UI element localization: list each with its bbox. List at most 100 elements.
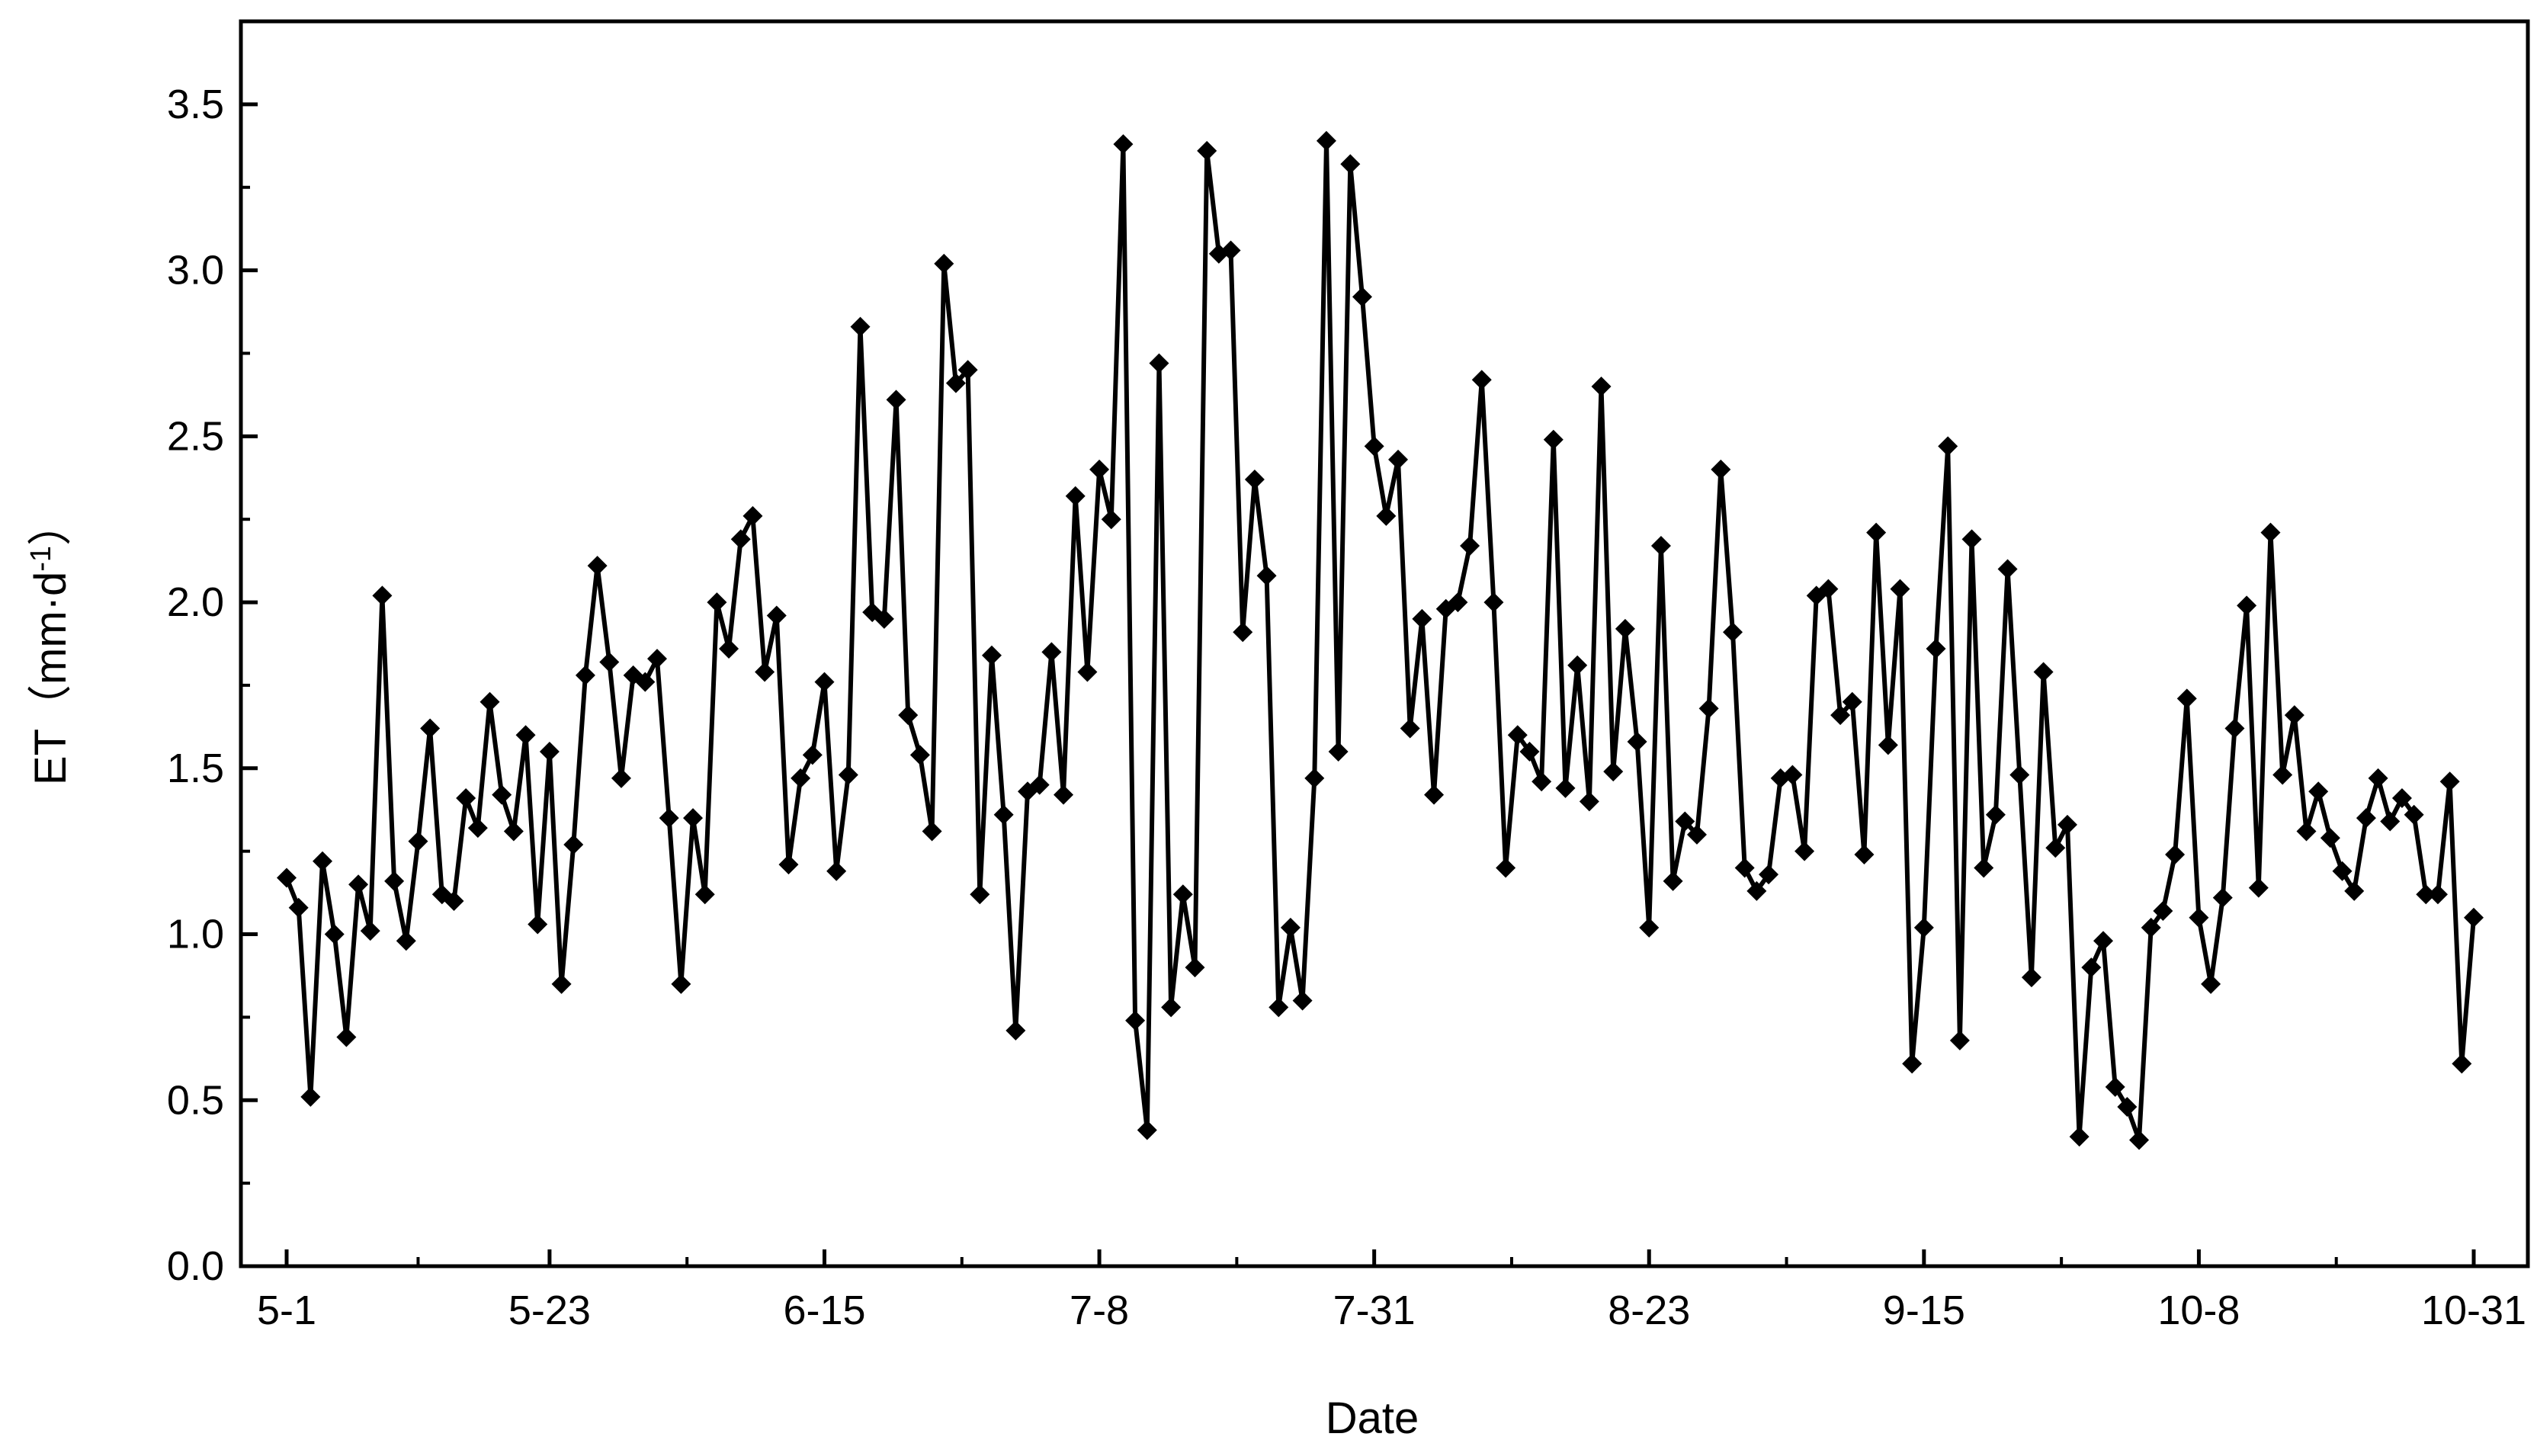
data-point — [611, 768, 631, 788]
data-point — [2416, 884, 2436, 905]
data-point — [300, 1086, 321, 1107]
data-point — [1782, 765, 1803, 785]
data-point — [2391, 787, 2412, 808]
data-point — [2284, 705, 2304, 726]
x-tick-label: 8-23 — [1608, 1288, 1690, 1333]
data-point — [1567, 655, 1588, 675]
data-point — [2380, 811, 2401, 832]
data-point — [1866, 522, 1887, 543]
data-point — [1424, 784, 1445, 805]
data-point — [2296, 821, 2317, 842]
data-point — [599, 652, 620, 672]
data-point — [2153, 901, 2173, 922]
data-point — [1890, 579, 1910, 599]
data-point — [742, 505, 763, 526]
data-point — [2189, 907, 2209, 928]
data-point — [1352, 287, 1372, 307]
data-point — [934, 253, 954, 274]
data-point — [2176, 688, 2197, 709]
data-point — [1101, 509, 1121, 530]
data-point — [766, 605, 787, 626]
data-point — [2212, 887, 2233, 908]
data-point — [778, 855, 799, 875]
data-point — [1328, 742, 1349, 762]
data-point — [2427, 884, 2448, 905]
data-point — [1627, 731, 1647, 752]
data-point — [2464, 907, 2484, 928]
data-point — [575, 665, 595, 685]
data-point — [1818, 579, 1839, 599]
x-axis-title: Date — [1326, 1393, 1419, 1443]
data-point — [683, 808, 704, 829]
data-point — [707, 592, 727, 613]
data-point — [1172, 884, 1193, 905]
data-point — [2141, 917, 2161, 938]
data-point — [659, 808, 679, 829]
y-tick-label: 2.0 — [167, 579, 224, 625]
data-point — [1197, 140, 1217, 161]
data-point — [671, 973, 691, 994]
data-point — [694, 884, 715, 905]
data-point — [2033, 662, 2054, 682]
data-point — [981, 645, 1002, 665]
x-tick-label: 6-15 — [783, 1288, 865, 1333]
data-point — [2320, 828, 2340, 848]
data-point — [2344, 880, 2365, 901]
data-point — [1125, 1010, 1146, 1031]
data-point — [1543, 429, 1564, 450]
data-point — [719, 639, 739, 659]
data-point — [1913, 917, 1934, 938]
data-point — [1842, 691, 1862, 712]
y-tick-label: 2.5 — [167, 413, 224, 459]
x-tick-label: 7-31 — [1333, 1288, 1416, 1333]
data-point — [2057, 814, 2077, 835]
data-point — [336, 1027, 357, 1047]
y-axis-title: ET（mm·d-1） — [25, 502, 75, 785]
data-point — [1711, 459, 1731, 479]
data-point — [1089, 459, 1110, 479]
data-point — [1448, 592, 1468, 613]
y-tick-label: 3.0 — [167, 248, 224, 293]
data-point — [1388, 449, 1409, 470]
data-point — [1054, 784, 1074, 805]
et-series-line — [284, 138, 2476, 1143]
data-point — [2117, 1096, 2138, 1117]
y-axis: 0.0 0.5 1.0 1.5 2.0 2.5 3.0 3.5 — [167, 82, 258, 1289]
data-point — [647, 649, 668, 669]
data-point — [528, 914, 548, 935]
data-point — [886, 390, 906, 410]
data-point — [396, 931, 416, 951]
data-point — [1902, 1054, 1923, 1074]
data-point — [1519, 742, 1540, 762]
data-point — [2452, 1054, 2472, 1074]
data-point — [1483, 592, 1504, 613]
data-point — [1220, 240, 1241, 261]
data-point — [802, 745, 823, 765]
data-point — [277, 868, 297, 888]
data-point — [2105, 1076, 2125, 1097]
data-point — [2260, 522, 2281, 543]
x-tick-label: 10-31 — [2421, 1288, 2526, 1333]
data-point — [587, 556, 608, 576]
data-point — [2224, 718, 2245, 739]
data-point — [444, 890, 464, 911]
data-point — [1412, 608, 1432, 629]
data-point — [1675, 811, 1695, 832]
x-tick-label: 5-1 — [257, 1288, 316, 1333]
data-point — [874, 608, 894, 629]
data-point — [360, 921, 380, 941]
data-point — [1268, 997, 1289, 1018]
data-point — [2021, 967, 2041, 988]
data-point — [838, 765, 858, 785]
data-point — [2129, 1130, 2150, 1150]
data-point — [2237, 595, 2257, 616]
data-point — [1949, 1030, 1970, 1050]
data-point — [922, 821, 942, 842]
x-axis: 5-1 5-23 6-15 7-8 7-31 8-23 9-15 10-8 10-31 — [257, 1249, 2526, 1333]
data-point — [898, 705, 919, 726]
data-point — [1471, 370, 1492, 390]
data-point — [1244, 469, 1265, 489]
data-point — [2272, 765, 2293, 785]
data-point — [1256, 566, 1277, 586]
